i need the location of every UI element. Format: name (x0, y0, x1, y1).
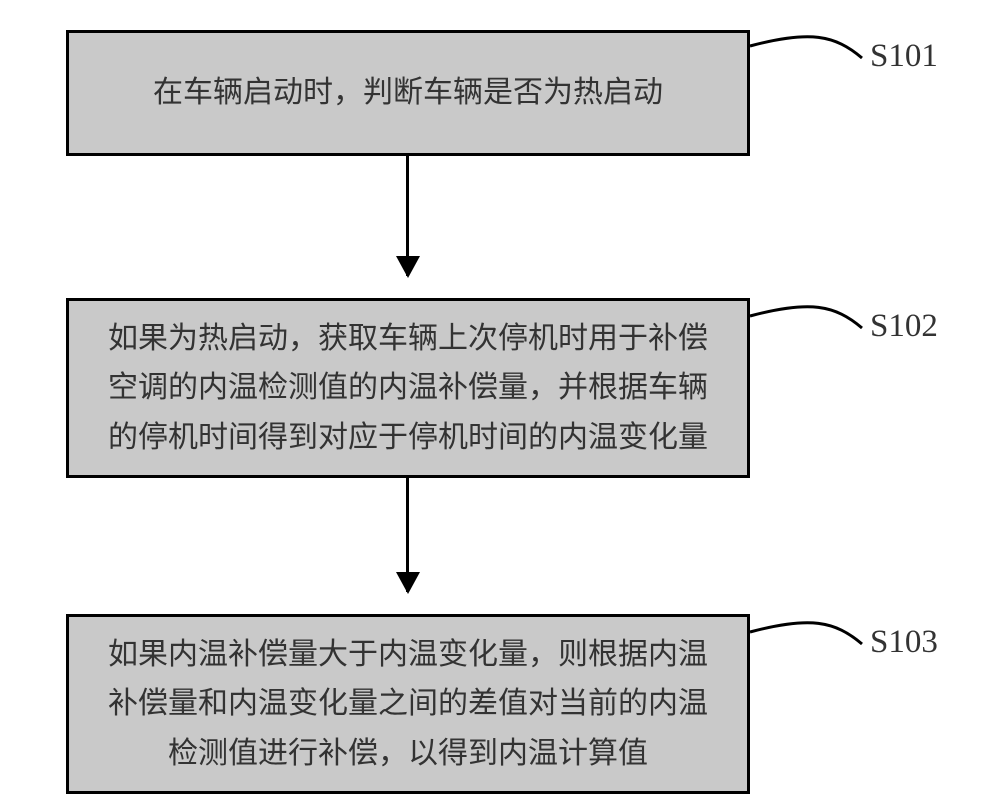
arrow-s101-s102 (406, 156, 409, 276)
step-box-s101: 在车辆启动时，判断车辆是否为热启动 (66, 30, 750, 156)
step-box-s103: 如果内温补偿量大于内温变化量，则根据内温补偿量和内温变化量之间的差值对当前的内温… (66, 614, 750, 794)
callout-s102 (745, 295, 867, 333)
step-text-s101: 在车辆启动时，判断车辆是否为热启动 (153, 68, 663, 118)
step-label-s102: S102 (870, 308, 938, 345)
flowchart-canvas: { "canvas": { "width": 1000, "height": 8… (0, 0, 1000, 803)
callout-s101 (745, 25, 867, 63)
step-label-s101: S101 (870, 38, 938, 75)
step-box-s102: 如果为热启动，获取车辆上次停机时用于补偿空调的内温检测值的内温补偿量，并根据车辆… (66, 298, 750, 478)
step-text-s103: 如果内温补偿量大于内温变化量，则根据内温补偿量和内温变化量之间的差值对当前的内温… (99, 630, 717, 779)
step-text-s102: 如果为热启动，获取车辆上次停机时用于补偿空调的内温检测值的内温补偿量，并根据车辆… (99, 314, 717, 463)
step-label-s103: S103 (870, 624, 938, 661)
arrow-s102-s103 (406, 478, 409, 592)
callout-s103 (745, 611, 867, 649)
